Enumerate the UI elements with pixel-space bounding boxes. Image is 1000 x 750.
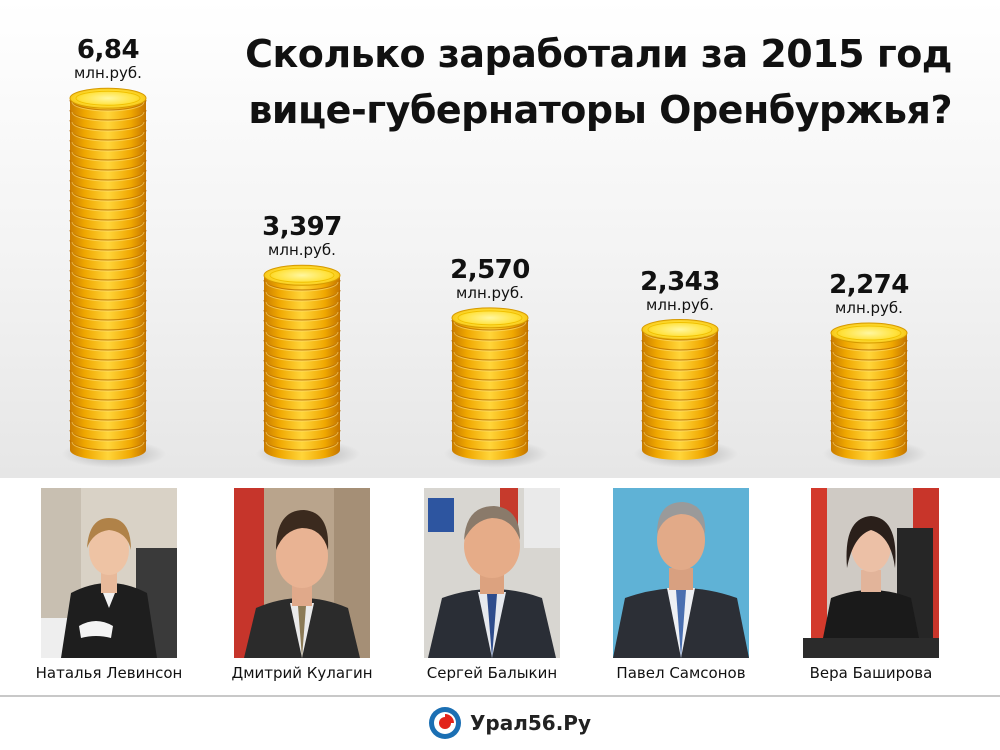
coin-stack-chart — [62, 87, 927, 468]
unit-label: млн.руб. — [646, 295, 714, 314]
unit-label: млн.руб. — [74, 64, 142, 83]
coin-stack-bar — [634, 319, 738, 468]
coin-stack-bar — [62, 87, 166, 468]
portrait-photo — [803, 488, 939, 658]
unit-label: млн.руб. — [268, 241, 336, 260]
logo-icon — [429, 707, 461, 739]
value-label: 2,343 — [640, 266, 720, 297]
portrait-photo — [234, 488, 370, 658]
person-name: Наталья Левинсон — [35, 664, 183, 682]
footer — [0, 697, 1000, 750]
person-name: Дмитрий Кулагин — [231, 664, 373, 682]
coin-stack-bar — [823, 322, 927, 468]
person-card: Павел Самсонов — [606, 488, 756, 688]
value-label: 6,84 — [76, 35, 140, 66]
person-name: Сергей Балыкин — [426, 664, 558, 682]
person-card: Наталья Левинсон — [34, 488, 184, 688]
logo-text: Урал56.Ру — [470, 711, 592, 735]
value-label: 2,570 — [450, 254, 530, 285]
footer-divider — [0, 695, 1000, 697]
coin-stack-bar — [444, 307, 548, 468]
portrait-photo — [424, 488, 560, 658]
portrait-photo — [41, 488, 177, 658]
title-line-1: Сколько заработали за 2015 год — [245, 32, 952, 76]
unit-label: млн.руб. — [835, 299, 903, 318]
person-card: Сергей Балыкин — [417, 488, 567, 688]
unit-label: млн.руб. — [456, 283, 524, 302]
value-label: 3,397 — [262, 212, 342, 243]
value-label: 2,274 — [829, 270, 909, 301]
person-name: Павел Самсонов — [616, 664, 746, 682]
person-card: Вера Баширова — [796, 488, 946, 688]
coin-stack-bar — [256, 264, 360, 468]
title-line-2: вице-губернаторы Оренбуржья? — [248, 88, 952, 132]
chart-title: Сколько заработали за 2015 год вице-губе… — [232, 26, 952, 138]
person-card: Дмитрий Кулагин — [227, 488, 377, 688]
person-name: Вера Баширова — [809, 664, 933, 682]
portrait-photo — [613, 488, 749, 658]
site-logo[interactable]: Урал56.Ру — [428, 705, 591, 741]
